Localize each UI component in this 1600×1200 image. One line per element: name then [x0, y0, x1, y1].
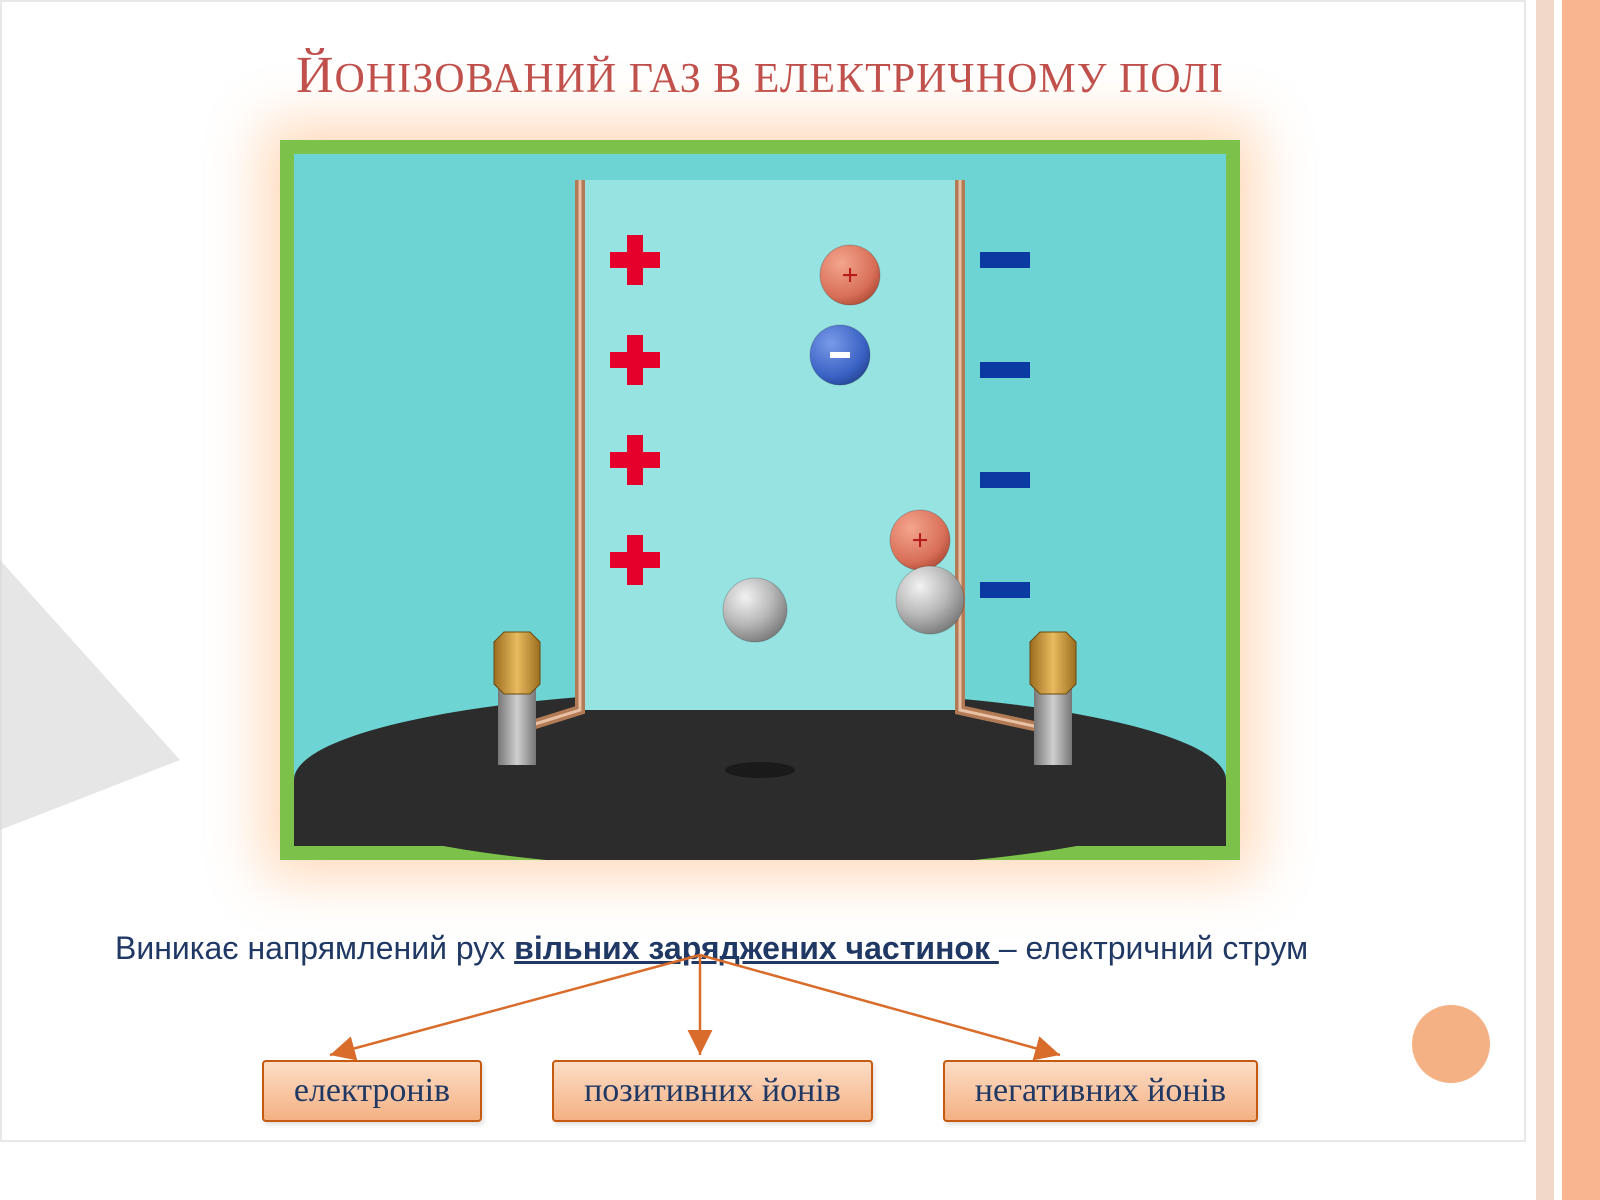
side-stripe-outer [1562, 0, 1600, 1200]
title-rest: ОНІЗОВАНИЙ ГАЗ В ЕЛЕКТРИЧНОМУ ПОЛІ [335, 56, 1224, 102]
caption-text: Виникає напрямлений рух вільних заряджен… [115, 930, 1308, 967]
caption-bold: вільних заряджених частинок [514, 930, 999, 966]
category-boxes: електронів позитивних йонів негативних й… [0, 1060, 1520, 1122]
base-hole [725, 762, 795, 778]
svg-text:+: + [841, 259, 858, 292]
cat-box-negative-ions: негативних йонів [943, 1060, 1258, 1122]
base-rect [294, 780, 1226, 846]
side-stripe-inner [1536, 0, 1554, 1200]
decorative-shadow [0, 560, 180, 830]
right-terminal [1030, 632, 1076, 765]
illustration-container: ++ [280, 140, 1240, 860]
diagram-svg: ++ [280, 140, 1240, 860]
left-terminal [494, 632, 540, 765]
svg-text:+: + [911, 524, 928, 557]
caption-suffix: – електричний струм [999, 930, 1308, 966]
side-stripe-gap-2 [1528, 0, 1536, 1200]
cat-box-electrons: електронів [262, 1060, 482, 1122]
cat-box-positive-ions: позитивних йонів [552, 1060, 873, 1122]
slide-title: ЙОНІЗОВАНИЙ ГАЗ В ЕЛЕКТРИЧНОМУ ПОЛІ [0, 46, 1520, 105]
side-stripe-gap-1 [1554, 0, 1562, 1200]
caption-prefix: Виникає напрямлений рух [115, 930, 514, 966]
title-first-letter: Й [296, 47, 335, 104]
